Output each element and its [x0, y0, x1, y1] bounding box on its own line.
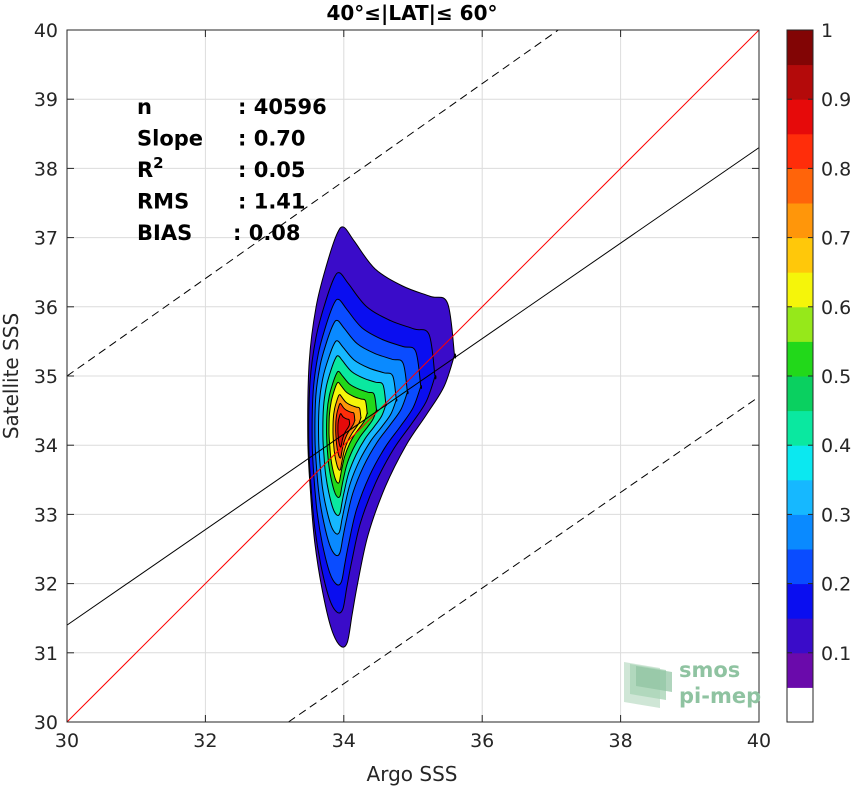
x-tick-label: 32 — [193, 730, 217, 752]
y-tick-label: 36 — [34, 297, 58, 319]
y-tick-label: 40 — [34, 20, 58, 42]
colorbar-segment — [787, 203, 813, 239]
colorbar-segment — [787, 549, 813, 585]
colorbar-tick-label: 0.2 — [821, 574, 851, 596]
lower-bound-line — [288, 396, 760, 723]
stat-label-text: R — [137, 158, 153, 182]
y-tick-label: 38 — [34, 158, 58, 180]
stat-label-text: n — [137, 95, 152, 119]
y-tick-label: 37 — [34, 228, 58, 250]
chart-title: 40°≤|LAT|≤ 60° — [326, 1, 497, 25]
colorbar-segment — [787, 618, 813, 654]
colorbar-segment — [787, 479, 813, 515]
stat-label-text: RMS — [137, 190, 189, 214]
stat-value: : 40596 — [238, 95, 327, 119]
colorbar-segment — [787, 64, 813, 100]
logo-icon — [624, 662, 672, 708]
density-contours — [307, 226, 457, 648]
stat-label: n — [137, 95, 152, 119]
y-tick-label: 30 — [34, 712, 58, 734]
stat-value: : 1.41 — [238, 190, 306, 214]
colorbar-segment — [787, 583, 813, 619]
colorbar-segment — [787, 30, 813, 66]
stat-label-text: Slope — [137, 127, 203, 151]
upper-bound-line — [66, 29, 559, 377]
y-tick-label: 35 — [34, 366, 58, 388]
contour-level-11 — [337, 413, 351, 448]
colorbar-segment — [787, 306, 813, 342]
stat-label: R2 — [137, 154, 164, 182]
colorbar-tick-label: 0.4 — [821, 435, 851, 457]
colorbar-tick-label: 0.6 — [821, 297, 851, 319]
y-ticks: 30 31 32 33 34 35 36 37 38 39 40 — [34, 20, 759, 734]
stat-label: RMS — [137, 190, 189, 214]
stat-label: Slope — [137, 127, 203, 151]
colorbar-tick-label: 0.1 — [821, 643, 851, 665]
colorbar-segment — [787, 99, 813, 135]
colorbar-segment — [787, 687, 813, 723]
one-to-one-line — [66, 29, 760, 723]
stat-value: : 0.70 — [238, 127, 306, 151]
colorbar: 0.1 0.2 0.3 0.4 0.5 0.6 0.7 0.8 0.9 1 — [786, 20, 851, 723]
colorbar-segment — [787, 237, 813, 273]
x-ticks: 30 32 34 36 38 40 — [55, 30, 771, 752]
colorbar-tick-label: 1 — [821, 20, 833, 42]
colorbar-segment — [787, 410, 813, 446]
y-tick-label: 33 — [34, 504, 58, 526]
colorbar-segment — [787, 272, 813, 308]
colorbar-segment — [787, 168, 813, 204]
smos-pimep-logo: smos pi-mep — [624, 658, 761, 708]
colorbar-segment — [787, 376, 813, 412]
colorbar-segment — [787, 445, 813, 481]
colorbar-tick-label: 0.9 — [821, 89, 851, 111]
stats-box: n : 40596 Slope : 0.70 R2 : 0.05 RMS : 1.41 BIAS… — [137, 95, 327, 245]
x-tick-label: 30 — [55, 730, 79, 752]
x-tick-label: 38 — [609, 730, 633, 752]
y-tick-label: 39 — [34, 89, 58, 111]
stat-label-text: BIAS — [137, 221, 192, 245]
y-tick-label: 31 — [34, 643, 58, 665]
stat-label: BIAS — [137, 221, 192, 245]
colorbar-segment — [787, 341, 813, 377]
y-tick-label: 32 — [34, 574, 58, 596]
x-tick-label: 40 — [747, 730, 771, 752]
colorbar-tick-label: 0.7 — [821, 228, 851, 250]
reference-lines — [66, 29, 760, 723]
colorbar-tick-label: 0.3 — [821, 504, 851, 526]
x-tick-label: 34 — [332, 730, 356, 752]
regression-line — [66, 147, 760, 626]
colorbar-segment — [787, 514, 813, 550]
y-tick-label: 34 — [34, 435, 58, 457]
colorbar-tick-label: 0.8 — [821, 158, 851, 180]
colorbar-segment — [787, 652, 813, 688]
stat-label-superscript: 2 — [153, 154, 163, 172]
colorbar-tick-label: 0.5 — [821, 366, 851, 388]
colorbar-segment — [787, 133, 813, 169]
logo-text-pimep: pi-mep — [679, 684, 761, 708]
x-tick-label: 36 — [470, 730, 494, 752]
stat-value: : 0.08 — [233, 221, 301, 245]
y-axis-label: Satellite SSS — [0, 313, 23, 439]
stat-value: : 0.05 — [238, 158, 306, 182]
logo-text-smos: smos — [679, 658, 740, 682]
x-axis-label: Argo SSS — [367, 762, 458, 786]
